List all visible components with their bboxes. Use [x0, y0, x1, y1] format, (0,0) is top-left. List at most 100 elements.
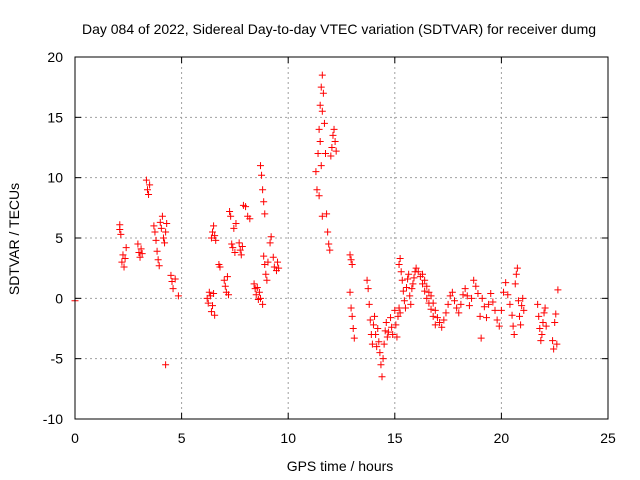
data-point: [502, 279, 510, 287]
data-point: [398, 276, 406, 284]
data-point: [316, 137, 324, 145]
data-point: [453, 304, 461, 312]
data-point: [461, 285, 469, 293]
data-point: [315, 192, 323, 200]
data-point: [536, 325, 544, 332]
data-point: [229, 244, 237, 252]
data-point: [270, 263, 278, 271]
data-point: [223, 273, 231, 281]
data-point: [156, 218, 164, 226]
y-tick-label: 20: [47, 49, 63, 65]
y-tick-label: -5: [51, 351, 64, 367]
data-point: [396, 255, 404, 263]
data-point: [274, 258, 282, 266]
data-point: [159, 234, 167, 242]
data-point: [551, 318, 559, 326]
data-point: [381, 327, 389, 335]
data-point: [538, 331, 546, 339]
data-point: [250, 280, 258, 288]
data-point: [260, 198, 268, 206]
data-point: [427, 305, 435, 313]
data-point: [450, 297, 458, 305]
data-point: [508, 311, 516, 319]
y-tick-label: 5: [55, 230, 63, 246]
data-point: [210, 222, 218, 230]
data-point: [152, 236, 160, 244]
data-point: [476, 312, 484, 320]
data-point: [143, 186, 151, 194]
data-point: [448, 288, 456, 296]
data-point: [419, 270, 427, 278]
data-point: [423, 294, 431, 302]
data-point: [470, 276, 478, 284]
data-point: [212, 236, 220, 244]
data-point: [232, 220, 240, 228]
data-point: [438, 323, 446, 331]
data-point: [394, 312, 402, 320]
data-point: [318, 107, 326, 115]
data-point: [493, 316, 501, 324]
data-point: [440, 316, 448, 324]
data-point: [261, 210, 269, 218]
data-point: [491, 306, 499, 314]
data-point: [326, 246, 334, 254]
data-point: [142, 176, 150, 184]
data-point: [157, 224, 165, 232]
data-point: [230, 224, 238, 232]
data-point: [379, 355, 387, 363]
data-point: [444, 300, 452, 308]
data-point: [134, 240, 142, 248]
data-point: [478, 294, 486, 302]
data-point: [329, 131, 337, 139]
data-point: [349, 325, 357, 332]
data-point: [266, 239, 274, 247]
data-point: [423, 282, 431, 290]
data-point: [155, 262, 163, 270]
data-point: [237, 251, 245, 259]
data-point: [393, 333, 401, 341]
data-point: [506, 300, 514, 308]
data-point: [137, 245, 145, 253]
data-point: [167, 271, 175, 279]
y-tick-label: 15: [47, 109, 63, 125]
data-point: [383, 333, 391, 341]
data-point: [480, 303, 488, 311]
data-point: [260, 252, 268, 260]
data-point: [153, 247, 161, 255]
data-point: [246, 215, 254, 223]
chart-title: Day 084 of 2022, Sidereal Day-to-day VTE…: [82, 21, 596, 37]
data-point: [235, 239, 243, 247]
data-point: [378, 373, 386, 381]
data-point: [446, 292, 454, 300]
data-point: [364, 285, 372, 293]
data-point: [510, 331, 518, 339]
data-point: [514, 297, 522, 305]
data-point: [405, 270, 413, 278]
data-point: [474, 290, 482, 298]
data-point: [477, 334, 485, 342]
data-point: [327, 152, 335, 160]
data-point: [389, 331, 397, 339]
data-point: [136, 253, 144, 261]
data-point: [227, 212, 235, 220]
data-point: [313, 186, 321, 194]
data-point: [487, 290, 495, 298]
x-tick-label: 15: [387, 430, 403, 446]
data-point: [225, 291, 233, 299]
data-point: [158, 212, 166, 220]
data-point: [346, 288, 354, 296]
data-point: [317, 83, 325, 91]
data-point: [253, 283, 261, 291]
data-point: [324, 228, 332, 236]
data-point: [346, 251, 354, 259]
data-point: [472, 282, 480, 290]
data-point: [433, 314, 441, 322]
data-point: [369, 321, 377, 329]
data-point: [317, 162, 325, 170]
data-point: [554, 286, 562, 294]
data-point: [269, 253, 277, 261]
data-point: [314, 150, 322, 158]
data-point: [431, 321, 439, 329]
x-tick-label: 10: [280, 430, 296, 446]
data-point: [171, 275, 179, 283]
